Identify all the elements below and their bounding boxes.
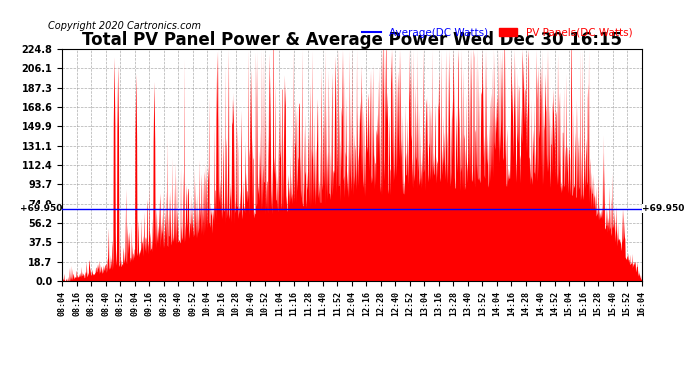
Legend: Average(DC Watts), PV Panels(DC Watts): Average(DC Watts), PV Panels(DC Watts)	[358, 24, 636, 42]
Text: +69.950: +69.950	[20, 204, 62, 213]
Text: Copyright 2020 Cartronics.com: Copyright 2020 Cartronics.com	[48, 21, 201, 31]
Text: +69.950: +69.950	[642, 204, 684, 213]
Title: Total PV Panel Power & Average Power Wed Dec 30 16:15: Total PV Panel Power & Average Power Wed…	[82, 31, 622, 49]
